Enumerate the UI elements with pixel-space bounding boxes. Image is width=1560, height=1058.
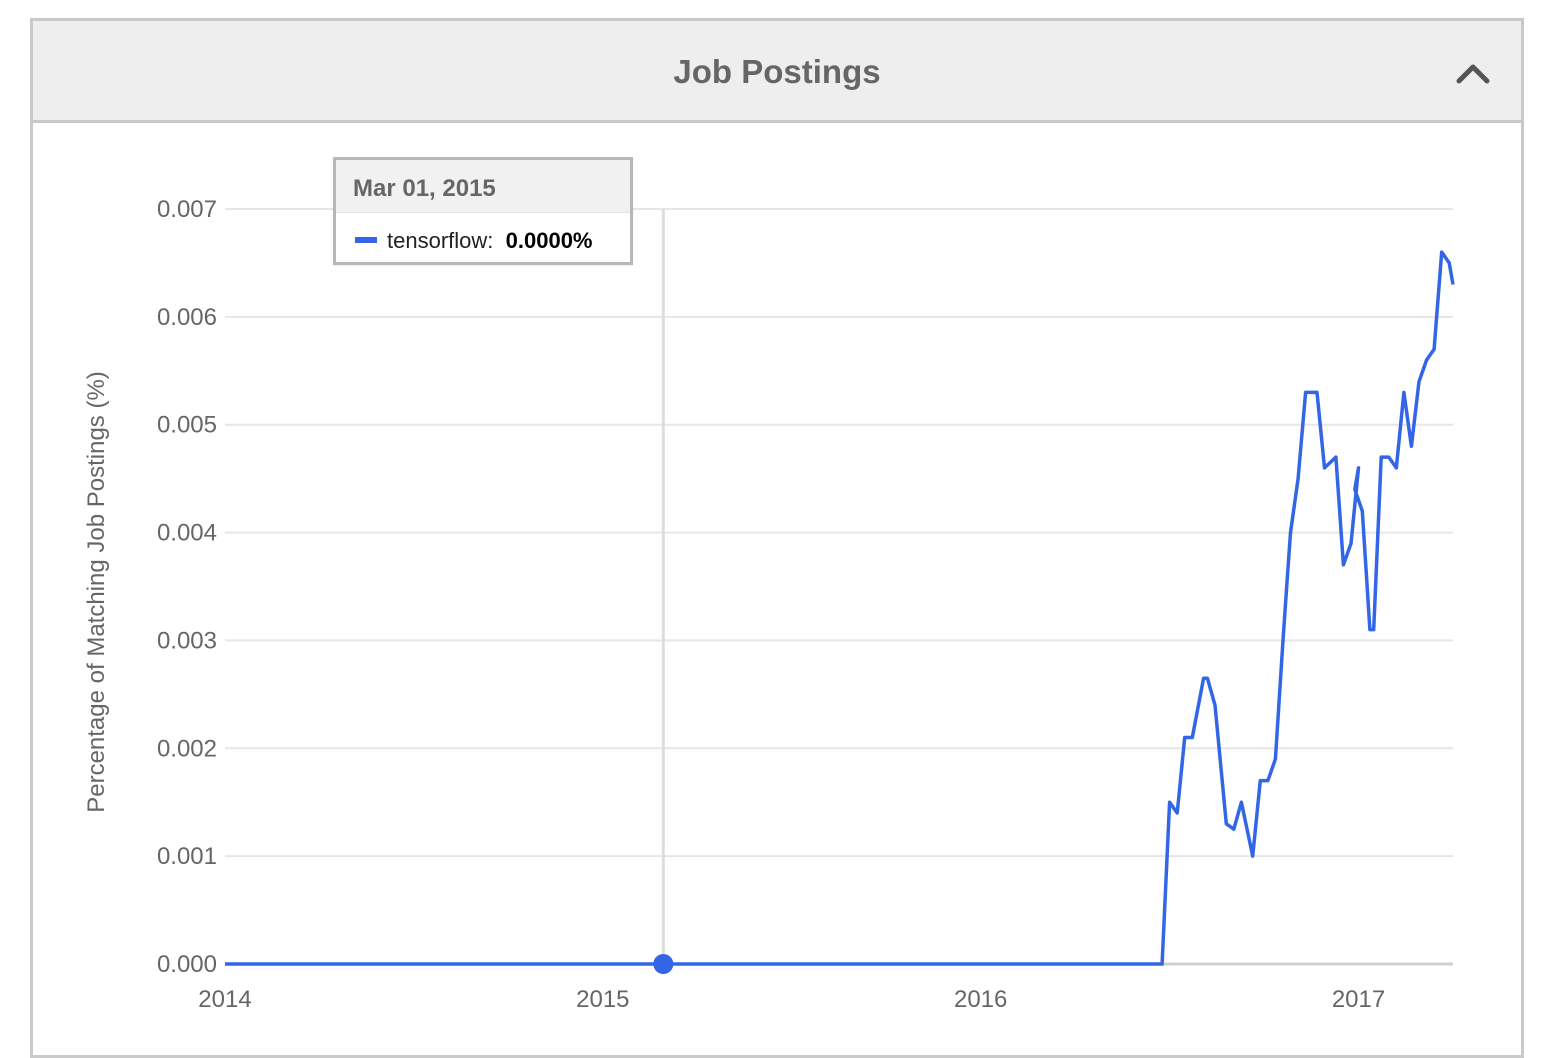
y-tick-label: 0.005 — [157, 412, 217, 439]
series-line-tensorflow[interactable] — [225, 250, 1455, 966]
y-tick-label: 0.006 — [157, 304, 217, 331]
grid-lines — [225, 208, 1453, 966]
y-tick-label: 0.001 — [157, 843, 217, 870]
x-tick-label: 2014 — [198, 986, 251, 1013]
y-tick-label: 0.000 — [157, 951, 217, 978]
series-swatch-icon — [355, 237, 377, 244]
hover-point[interactable] — [653, 954, 674, 974]
x-tick-label: 2016 — [954, 986, 1007, 1013]
y-tick-label: 0.004 — [157, 520, 217, 547]
x-tick-label: 2017 — [1332, 986, 1385, 1013]
panel-header[interactable]: Job Postings — [33, 21, 1521, 123]
y-tick-label: 0.003 — [157, 627, 217, 654]
tooltip-series-label: tensorflow — [387, 228, 488, 253]
x-tick-label: 2015 — [576, 986, 629, 1013]
tooltip-separator: : — [487, 228, 494, 253]
job-postings-panel: Job Postings — [30, 18, 1524, 1058]
hover-tooltip: Mar 01, 2015 tensorflow: 0.0000% — [333, 157, 633, 265]
y-axis-label: Percentage of Matching Job Postings (%) — [83, 371, 110, 813]
y-tick-label: 0.007 — [157, 196, 217, 223]
tooltip-series-row: tensorflow: 0.0000% — [355, 228, 593, 254]
tooltip-date: Mar 01, 2015 — [353, 175, 496, 202]
tooltip-header — [336, 160, 630, 213]
y-axis-tick-labels: 0.000 0.001 0.002 0.003 0.004 0.005 0.006 0.007 — [157, 196, 217, 978]
tooltip-value: 0.0000% — [505, 228, 593, 253]
series-lines — [225, 250, 1455, 974]
chevron-up-icon[interactable] — [1453, 55, 1493, 89]
panel-title: Job Postings — [673, 53, 881, 90]
y-tick-label: 0.002 — [157, 735, 217, 762]
x-axis-tick-labels: 2014 2015 2016 2017 — [198, 986, 1385, 1013]
